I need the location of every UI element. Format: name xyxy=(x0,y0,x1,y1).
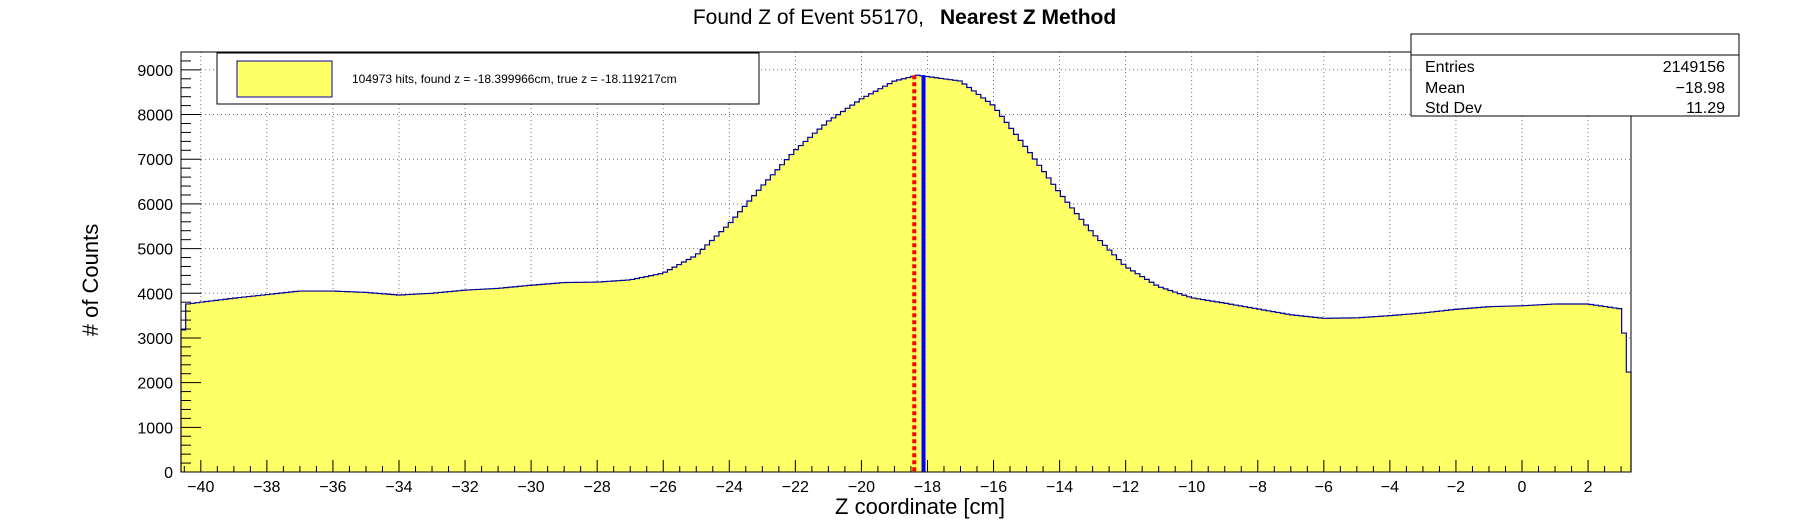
legend-swatch xyxy=(236,60,333,98)
stats-value-entries: 2149156 xyxy=(1663,59,1725,76)
x-tick-label: −28 xyxy=(584,479,611,496)
histogram-area xyxy=(181,75,1631,472)
x-tick-label: −26 xyxy=(650,479,677,496)
y-tick-label: 4000 xyxy=(137,286,173,303)
y-tick-label: 0 xyxy=(164,465,173,482)
x-tick-label: −24 xyxy=(716,479,743,496)
x-tick-label: −22 xyxy=(782,479,809,496)
stats-label-std-dev: Std Dev xyxy=(1425,100,1482,117)
histogram-outline xyxy=(180,74,1632,472)
y-tick-label: 6000 xyxy=(137,197,173,214)
x-tick-label: −34 xyxy=(385,479,412,496)
y-tick-label: 7000 xyxy=(137,152,173,169)
y-axis-title: # of Counts xyxy=(78,224,103,337)
y-tick-label: 8000 xyxy=(137,108,173,125)
y-tick-label: 9000 xyxy=(137,63,173,80)
chart-title-method: Nearest Z Method xyxy=(940,6,1116,29)
x-tick-label: 0 xyxy=(1518,479,1527,496)
x-tick-label: 2 xyxy=(1584,479,1593,496)
stats-label-mean: Mean xyxy=(1425,80,1465,97)
stats-box-frame xyxy=(1410,33,1740,117)
x-tick-label: −4 xyxy=(1381,479,1399,496)
y-axis-ticks: 0 1000 2000 3000 4000 5000 6000 7000 8000 9000 xyxy=(137,51,201,482)
x-tick-label: −10 xyxy=(1178,479,1205,496)
x-tick-label: −16 xyxy=(980,479,1007,496)
y-tick-label: 2000 xyxy=(137,376,173,393)
x-tick-label: −36 xyxy=(319,479,346,496)
legend-entry: 104973 hits, found z = -18.399966cm, tru… xyxy=(352,72,677,86)
stats-value-mean: −18.98 xyxy=(1676,80,1725,97)
z-markers xyxy=(912,75,926,472)
x-tick-label: −20 xyxy=(848,479,875,496)
x-tick-label: −18 xyxy=(914,479,941,496)
legend: 104973 hits, found z = -18.399966cm, tru… xyxy=(216,52,760,105)
x-tick-label: −32 xyxy=(451,479,478,496)
x-axis-ticks: −40 −38 −36 −34 −32 −30 −28 −26 −24 −22 −20 −18 −16−… xyxy=(183,460,1622,496)
x-tick-label: −38 xyxy=(253,479,280,496)
y-tick-label: 5000 xyxy=(137,242,173,259)
x-tick-label: −6 xyxy=(1315,479,1333,496)
stats-label-entries: Entries xyxy=(1425,59,1475,76)
x-tick-label: −30 xyxy=(518,479,545,496)
x-tick-label: −8 xyxy=(1249,479,1267,496)
plot-frame xyxy=(180,51,1632,473)
x-tick-label: −40 xyxy=(187,479,214,496)
stats-value-std-dev: 11.29 xyxy=(1686,100,1725,117)
y-tick-label: 1000 xyxy=(137,420,173,437)
stats-box: Entries 2149156 Mean −18.98 Std Dev 11.2… xyxy=(1410,33,1740,117)
chart-title: Found Z of Event 55170, xyxy=(693,6,924,29)
x-tick-label: −14 xyxy=(1046,479,1073,496)
y-tick-label: 3000 xyxy=(137,331,173,348)
x-tick-label: −2 xyxy=(1447,479,1465,496)
x-axis-title: Z coordinate [cm] xyxy=(835,494,1005,519)
x-tick-label: −12 xyxy=(1112,479,1139,496)
